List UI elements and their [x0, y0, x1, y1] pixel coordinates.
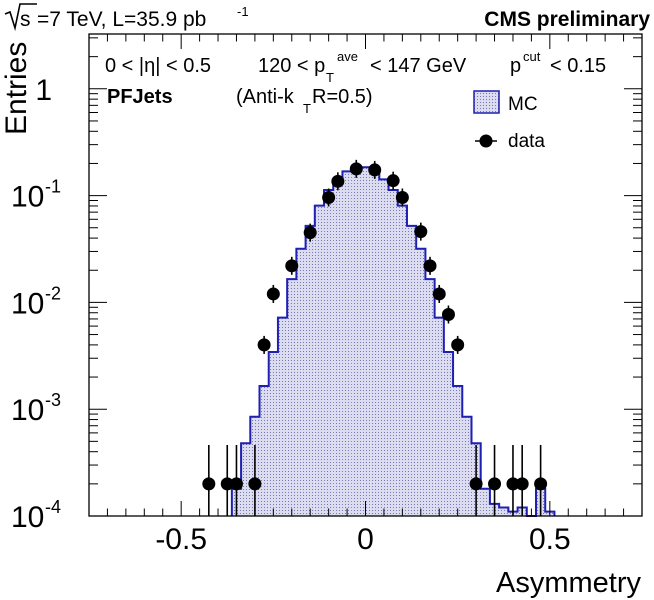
y-tick-exponent: -1: [45, 177, 61, 197]
mc-bin: [287, 279, 297, 516]
data-point: [322, 190, 336, 204]
mc-bin: [462, 416, 472, 516]
pt-cut-superscript: ave: [337, 49, 358, 64]
energy-label: s =7 TeV, L=35.9 pb -1: [4, 3, 249, 32]
mc-bin: [397, 205, 407, 516]
mc-bin: [425, 279, 435, 516]
mc-bin: [388, 190, 398, 517]
data-point: [368, 163, 382, 177]
data-point: [488, 477, 502, 491]
x-tick-label: -0.5: [155, 523, 207, 556]
mc-bin: [453, 385, 463, 516]
data-point: [257, 338, 271, 352]
data-point: [423, 259, 437, 273]
data-point: [534, 477, 548, 491]
data-points: [202, 159, 548, 516]
mc-bin: [370, 171, 380, 516]
pcut-text: p: [510, 55, 521, 77]
mc-bin: [480, 488, 490, 516]
jet-type-label: PFJets: [107, 86, 173, 108]
mc-bin: [499, 507, 509, 516]
eta-cut-text: 0 < |η| < 0.5: [105, 55, 211, 77]
pcut-superscript: cut: [523, 49, 541, 64]
mc-bin: [268, 352, 278, 516]
jet-algorithm-annotation: PFJets (Anti-k T R=0.5): [107, 86, 373, 116]
energy-sqrt-text: s: [20, 8, 31, 31]
x-axis-title: Asymmetry: [496, 567, 642, 599]
data-point: [285, 259, 299, 273]
mc-bin: [434, 317, 444, 516]
x-tick-labels: -0.5 0 0.5: [155, 523, 570, 556]
mc-bin: [333, 179, 343, 516]
data-point: [395, 190, 409, 204]
data-point: [506, 477, 520, 491]
data-point: [386, 174, 400, 188]
y-tick-label: 10 -2: [11, 283, 61, 320]
y-tick-exponent: -3: [45, 390, 61, 410]
jet-algo-text: (Anti-k: [236, 86, 295, 108]
data-point: [266, 287, 280, 301]
data-point: [515, 477, 529, 491]
mc-bin: [314, 205, 325, 516]
y-axis-title: Entries: [0, 42, 33, 135]
legend: MC data: [473, 90, 545, 152]
pt-cut-text: 120 < p: [258, 55, 325, 77]
mc-bin: [324, 190, 334, 517]
y-tick-base: 1: [35, 74, 52, 107]
data-point: [303, 226, 317, 240]
energy-text: =7 TeV, L=35.9 pb: [37, 8, 206, 31]
y-tick-exponent: -4: [45, 497, 61, 517]
y-tick-base: 10: [11, 501, 44, 534]
data-point: [202, 477, 216, 491]
y-tick-base: 10: [11, 181, 44, 214]
y-tick-base: 10: [11, 394, 44, 427]
legend-data-label: data: [508, 131, 545, 152]
x-tick-label: 0.5: [529, 523, 571, 556]
data-point: [220, 477, 234, 491]
energy-unit-exponent: -1: [237, 4, 249, 19]
sqrt-symbol: [4, 3, 37, 32]
data-point: [349, 162, 363, 176]
y-tick-label: 10 -3: [11, 390, 61, 427]
data-point: [451, 338, 465, 352]
y-tick-exponent: -2: [45, 283, 61, 303]
pt-cut-upper-text: < 147 GeV: [370, 55, 467, 77]
pt-cut-subscript: T: [326, 70, 334, 85]
mc-bin: [351, 167, 371, 517]
mc-bin: [443, 352, 454, 516]
y-tick-label: 10 -4: [11, 497, 61, 534]
y-tick-label: 1: [35, 74, 52, 107]
mc-bin: [296, 248, 306, 516]
mc-bin: [416, 248, 426, 516]
experiment-label: CMS preliminary: [484, 8, 650, 31]
mc-bin: [241, 443, 251, 516]
pcut-value-text: < 0.15: [550, 55, 606, 77]
y-tick-labels: 10 -410 -310 -210 -11: [11, 74, 61, 534]
mc-bin: [379, 179, 389, 516]
legend-mc-swatch: [473, 90, 500, 114]
data-point: [441, 308, 455, 322]
cut-annotation: 0 < |η| < 0.5 120 < p ave T < 147 GeV p …: [105, 49, 606, 85]
data-point: [229, 477, 243, 491]
mc-bin: [342, 171, 352, 516]
y-tick-label: 10 -1: [11, 177, 61, 214]
mc-bin: [305, 225, 315, 516]
data-point: [414, 225, 428, 239]
mc-bin: [406, 225, 417, 516]
x-tick-label: 0: [357, 523, 374, 556]
legend-data-marker: [479, 134, 493, 148]
y-tick-base: 10: [11, 287, 44, 320]
mc-histogram: [230, 166, 556, 517]
data-point: [469, 477, 483, 491]
data-point: [248, 477, 262, 491]
data-point: [331, 174, 345, 188]
axis-ticks: [88, 34, 643, 517]
mc-bin: [277, 317, 288, 516]
legend-mc-label: MC: [508, 94, 538, 115]
jet-radius-text: R=0.5): [312, 86, 373, 108]
data-point: [432, 287, 446, 301]
jet-algo-subscript: T: [303, 101, 311, 116]
mc-bin: [259, 385, 269, 516]
